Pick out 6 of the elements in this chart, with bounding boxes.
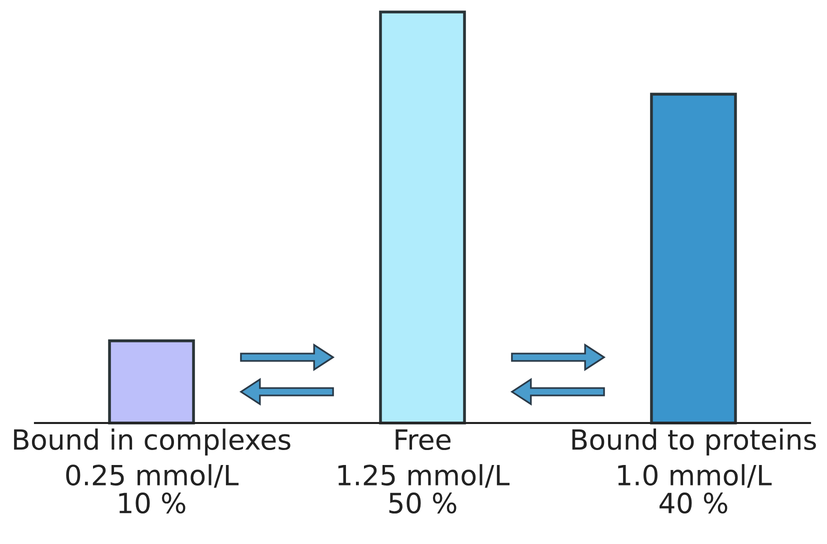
data-label: 0.25 mmol/L 10 % bbox=[66, 464, 239, 514]
x-tick-label: Bound to proteins bbox=[572, 428, 816, 456]
x-tick-label: Free bbox=[396, 429, 450, 450]
x-tick-label: Bound in complexes bbox=[14, 428, 290, 456]
data-label: 1.25 mmol/L 50 % bbox=[338, 464, 510, 514]
data-label: 1.0 mmol/L 40 % bbox=[618, 464, 772, 514]
